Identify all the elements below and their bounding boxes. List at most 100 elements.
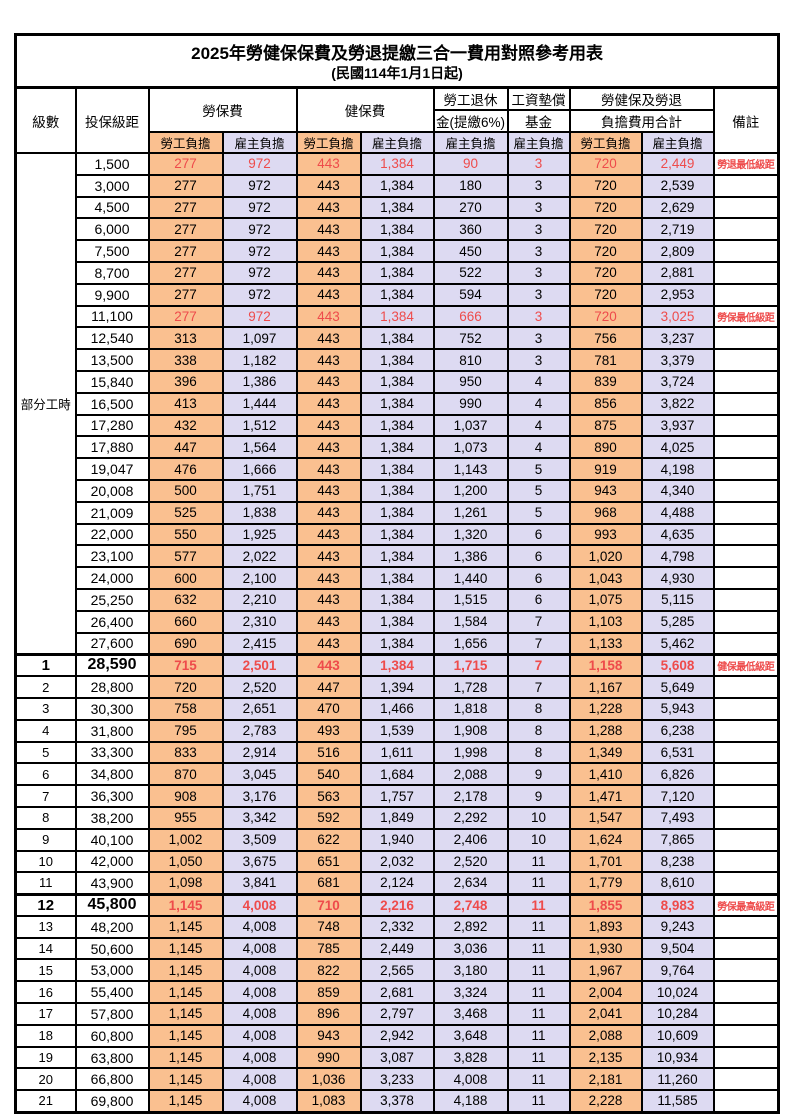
bracket-cell: 43,900 [74,871,150,896]
note-cell [712,827,780,852]
table-row: 16 55,400 1,145 4,008 859 2,681 3,324 11 2,004 10… [14,980,780,1005]
wage-fund-employer-cell: 11 [506,871,571,896]
wage-fund-employer-cell: 11 [506,914,571,939]
labor-employer-cell: 1,564 [221,435,298,460]
pension-employer-cell: 1,037 [432,413,509,438]
pension-employer-cell: 2,292 [432,805,509,830]
total-employee-cell: 2,181 [568,1067,643,1092]
wage-fund-employer-cell: 9 [506,784,571,808]
subheader-total-employer: 雇主負擔 [640,131,715,154]
table-row: 10 42,000 1,050 3,675 651 2,032 2,520 11 1,701 8,… [14,849,780,874]
labor-employer-cell: 4,008 [221,1002,298,1026]
pension-employer-cell: 2,406 [432,827,509,852]
bracket-cell: 36,300 [74,784,150,808]
health-employer-cell: 1,384 [359,478,435,503]
wage-fund-employer-cell: 11 [506,1002,571,1026]
premium-reference-table: 2025年勞健保保費及勞退提繳三合一費用對照參考用表 (民國114年1月1日起)… [14,33,781,1114]
total-employer-cell: 6,531 [640,740,715,765]
health-employer-cell: 1,384 [359,413,435,438]
col-header-total-line1: 勞健保及勞退 [568,86,715,111]
level-cell: 7 [14,784,77,808]
pension-employer-cell: 360 [432,217,509,242]
level-cell: 2 [14,675,77,699]
health-employer-cell: 3,233 [359,1067,435,1092]
total-employee-cell: 1,288 [568,718,643,743]
total-employee-cell: 1,547 [568,805,643,830]
wage-fund-employer-cell: 8 [506,696,571,721]
table-row: 11,100 277 972 443 1,384 666 3 720 3,025 勞保最低級距 [16,304,780,329]
note-cell [712,871,780,896]
health-employee-cell: 622 [295,827,362,852]
labor-employer-cell: 4,008 [221,1045,298,1070]
labor-employer-cell: 3,675 [221,849,298,874]
col-header-total-line2: 負擔費用合計 [568,109,715,133]
note-cell [712,784,780,808]
bracket-cell: 60,800 [74,1023,150,1048]
labor-employer-cell: 1,751 [221,478,298,503]
health-employer-cell: 1,384 [359,500,435,525]
health-employee-cell: 443 [295,195,362,220]
total-employer-cell: 2,953 [640,282,715,307]
total-employee-cell: 1,701 [568,849,643,874]
pension-employer-cell: 3,180 [432,958,509,983]
health-employer-cell: 1,384 [359,631,435,656]
total-employer-cell: 2,629 [640,195,715,220]
note-cell [712,805,780,830]
table-row: 9 40,100 1,002 3,509 622 1,940 2,406 10 1,624 7,8… [14,827,780,852]
labor-employer-cell: 2,210 [221,587,298,612]
labor-employer-cell: 1,182 [221,348,298,372]
health-employee-cell: 943 [295,1023,362,1048]
labor-employer-cell: 2,651 [221,696,298,721]
total-employer-cell: 4,340 [640,478,715,503]
table-row: 20,008 500 1,751 443 1,384 1,200 5 943 4,340 [16,478,780,503]
labor-employee-cell: 758 [147,696,224,721]
labor-employee-cell: 1,145 [147,914,224,939]
total-employee-cell: 1,103 [568,609,643,634]
col-header-wage-fund-line2: 基金 [506,109,571,133]
table-row: 4,500 277 972 443 1,384 270 3 720 2,629 [16,195,780,220]
bracket-cell: 13,500 [74,348,150,372]
subheader-health-employer: 雇主負擔 [359,131,435,154]
health-employee-cell: 443 [295,500,362,525]
total-employer-cell: 8,238 [640,849,715,874]
table-row: 19,047 476 1,666 443 1,384 1,143 5 919 4,198 [16,457,780,481]
labor-employee-cell: 577 [147,544,224,569]
level-cell: 9 [14,827,77,852]
wage-fund-employer-cell: 11 [506,980,571,1005]
note-cell [712,587,780,612]
total-employee-cell: 2,228 [568,1089,643,1114]
labor-employer-cell: 3,176 [221,784,298,808]
total-employee-cell: 890 [568,435,643,460]
pension-employer-cell: 2,178 [432,784,509,808]
wage-fund-employer-cell: 9 [506,762,571,787]
health-employee-cell: 516 [295,740,362,765]
note-cell [712,522,780,547]
table-row: 17 57,800 1,145 4,008 896 2,797 3,468 11 2,041 10… [14,1002,780,1026]
labor-employee-cell: 660 [147,609,224,634]
health-employer-cell: 1,384 [359,239,435,263]
health-employer-cell: 1,611 [359,740,435,765]
table-row: 17,880 447 1,564 443 1,384 1,073 4 890 4,025 [16,435,780,460]
labor-employee-cell: 870 [147,762,224,787]
note-cell: 健保最低級距 [712,653,780,678]
bracket-cell: 53,000 [74,958,150,983]
wage-fund-employer-cell: 6 [506,522,571,547]
labor-employee-cell: 1,002 [147,827,224,852]
total-employer-cell: 10,024 [640,980,715,1005]
labor-employee-cell: 1,145 [147,1002,224,1026]
pension-employer-cell: 2,892 [432,914,509,939]
bracket-cell: 63,800 [74,1045,150,1070]
labor-employer-cell: 972 [221,152,298,176]
health-employee-cell: 785 [295,936,362,961]
header-row-1: 級數 投保級距 勞保費 健保費 勞工退休 工資墊償 勞健保及勞退 備註 [14,86,780,154]
pension-employer-cell: 1,908 [432,718,509,743]
total-employer-cell: 3,025 [640,304,715,329]
table-row: 6,000 277 972 443 1,384 360 3 720 2,719 [16,217,780,242]
labor-employer-cell: 2,310 [221,609,298,634]
bracket-cell: 31,800 [74,718,150,743]
labor-employer-cell: 2,783 [221,718,298,743]
level-cell: 14 [14,936,77,961]
total-employer-cell: 7,120 [640,784,715,808]
note-cell: 勞保最高級距 [712,893,780,917]
level-cell: 11 [14,871,77,896]
